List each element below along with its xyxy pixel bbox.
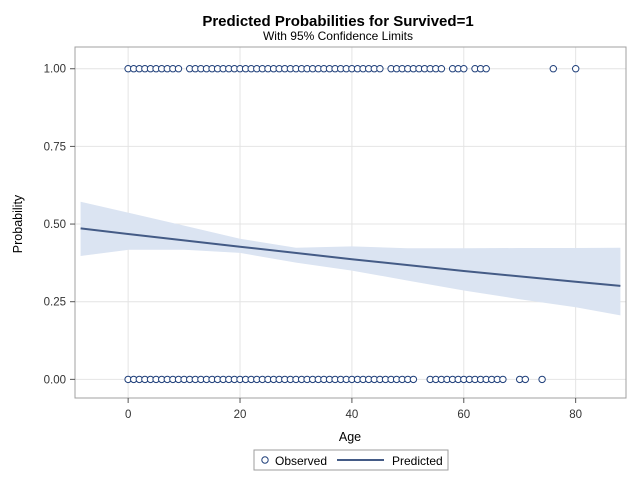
x-tick-label: 40	[346, 409, 359, 421]
observed-point	[521, 375, 529, 384]
legend-predicted-label: Predicted	[392, 454, 443, 468]
x-tick-label: 0	[125, 409, 131, 421]
x-tick-label: 80	[569, 409, 582, 421]
x-tick-label: 60	[457, 409, 470, 421]
observed-point	[460, 65, 468, 73]
plot-frame	[74, 46, 627, 399]
observed-point	[538, 375, 546, 384]
plot-area: 0 20 40 60 80 0.00 0.25 0.50 0.75 1.00	[44, 46, 627, 421]
y-axis-label: Probability	[11, 194, 25, 253]
x-tick-label: 20	[234, 409, 247, 421]
legend-observed-marker-icon	[261, 456, 269, 464]
observed-point	[549, 65, 557, 73]
y-tick-label: 1.00	[44, 64, 66, 76]
x-axis-label: Age	[339, 430, 361, 444]
observed-point	[572, 65, 580, 73]
observed-point	[482, 65, 490, 73]
chart-subtitle: With 95% Confidence Limits	[263, 29, 413, 43]
predicted-line	[80, 227, 621, 287]
legend-observed-label: Observed	[275, 454, 327, 468]
observed-point	[376, 65, 384, 73]
y-tick-label: 0.50	[44, 219, 66, 231]
y-tick-label: 0.00	[44, 374, 66, 386]
observed-point	[499, 375, 507, 384]
observed-point	[409, 375, 418, 384]
chart-title: Predicted Probabilities for Survived=1	[202, 13, 473, 30]
y-tick-label: 0.25	[44, 297, 66, 309]
legend: Observed Predicted	[253, 449, 449, 471]
y-tick-label: 0.75	[44, 141, 66, 153]
observed-point	[174, 65, 183, 73]
observed-point	[437, 65, 446, 73]
